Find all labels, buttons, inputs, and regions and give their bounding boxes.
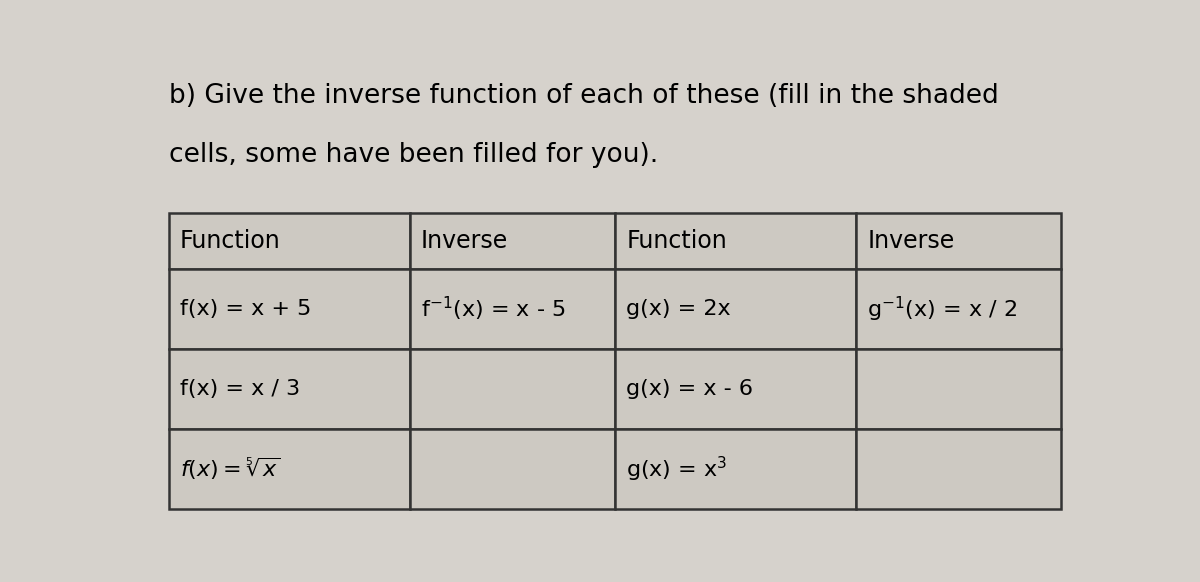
Bar: [409, 429, 616, 509]
Bar: [856, 429, 1062, 509]
Text: g(x) = x$^3$: g(x) = x$^3$: [626, 455, 727, 484]
Text: g(x) = x - 6: g(x) = x - 6: [626, 379, 754, 399]
Bar: [616, 213, 856, 269]
Text: Function: Function: [180, 229, 281, 253]
Bar: [168, 429, 409, 509]
Text: f(x) = x / 3: f(x) = x / 3: [180, 379, 300, 399]
Bar: [856, 269, 1062, 349]
Text: Inverse: Inverse: [868, 229, 954, 253]
Bar: [409, 349, 616, 429]
Text: f$^{-1}$(x) = x - 5: f$^{-1}$(x) = x - 5: [421, 295, 565, 324]
Text: b) Give the inverse function of each of these (fill in the shaded: b) Give the inverse function of each of …: [168, 83, 998, 109]
Bar: [616, 349, 856, 429]
Bar: [409, 213, 616, 269]
Text: Inverse: Inverse: [421, 229, 508, 253]
Bar: [168, 349, 409, 429]
Bar: [168, 269, 409, 349]
Text: g$^{-1}$(x) = x / 2: g$^{-1}$(x) = x / 2: [868, 294, 1018, 324]
Bar: [856, 213, 1062, 269]
Bar: [409, 269, 616, 349]
Bar: [616, 429, 856, 509]
Bar: [856, 349, 1062, 429]
Bar: [616, 269, 856, 349]
Text: cells, some have been filled for you).: cells, some have been filled for you).: [168, 141, 658, 168]
Text: f(x) = x + 5: f(x) = x + 5: [180, 299, 311, 320]
Bar: [168, 213, 409, 269]
Text: g(x) = 2x: g(x) = 2x: [626, 299, 731, 320]
Text: Function: Function: [626, 229, 727, 253]
Text: $f(x) = \sqrt[5]{x}$: $f(x) = \sqrt[5]{x}$: [180, 456, 280, 482]
